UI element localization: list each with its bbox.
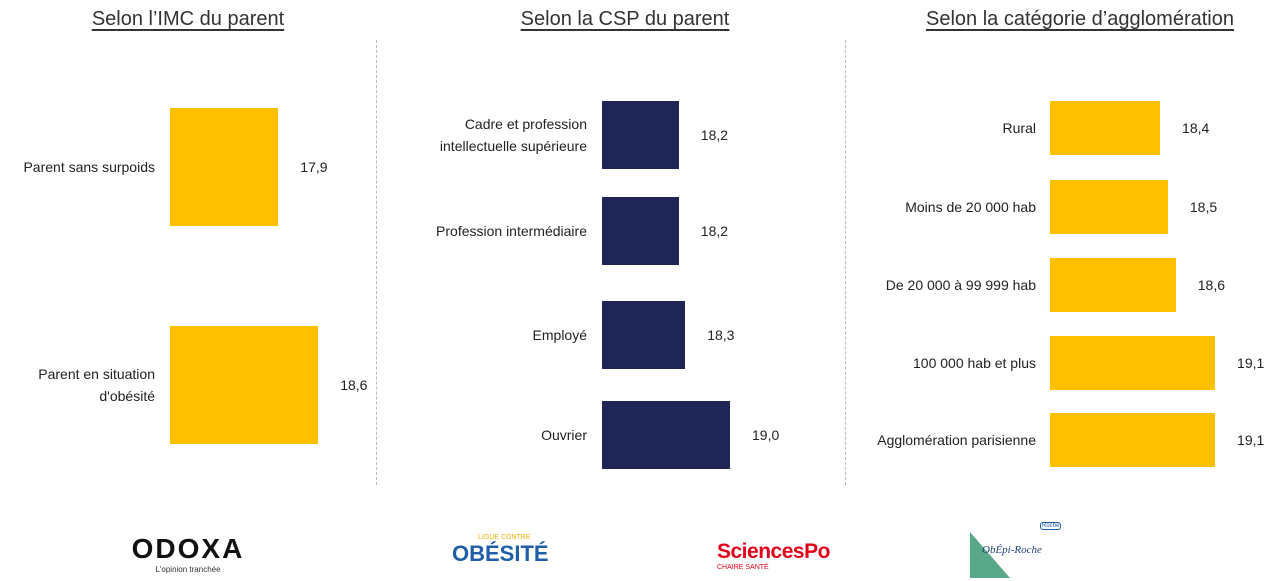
chart-title: Selon l’IMC du parent: [91, 8, 285, 30]
category-label: Agglomération parisienne: [877, 432, 1036, 448]
logo-text: ODOXA: [131, 533, 245, 564]
logo-obepi: Roche ObÉpi-Roche: [970, 522, 1062, 578]
category-label: Parent en situation d'obésité: [38, 366, 155, 404]
value-label: 18,5: [1189, 199, 1218, 215]
value-label: 19,1: [1237, 432, 1265, 448]
logo-text: Roche: [1040, 522, 1062, 530]
category-label: Ouvrier: [541, 427, 587, 443]
bar: [602, 197, 679, 265]
category-label: Cadre et profession intellectuelle supér…: [439, 116, 587, 154]
logo-text: SciencesPo: [717, 540, 830, 563]
logo-shape: [970, 532, 1010, 578]
bar: [602, 101, 679, 169]
value-label: 19,0: [752, 427, 780, 443]
logo-triangle: [970, 532, 1010, 578]
logo-tagline: L'opinion tranchée: [155, 565, 221, 574]
category-label: Profession intermédiaire: [436, 223, 587, 239]
bar: [1050, 101, 1161, 155]
value-label: 17,9: [300, 159, 328, 175]
category-label: Parent sans surpoids: [23, 159, 155, 175]
chart-title: Selon la catégorie d’agglomération: [926, 8, 1234, 30]
logo-sciencespo: SciencesPo CHAIRE SANTÉ: [717, 540, 830, 571]
bar: [170, 326, 319, 444]
value-label: 18,6: [1197, 277, 1225, 293]
separator: [845, 40, 846, 485]
value-label: 18,4: [1182, 120, 1210, 136]
logo-text: OBÉSITÉ: [452, 541, 549, 566]
bar: [1050, 336, 1216, 390]
bar: [1050, 413, 1216, 467]
logo-text: ObÉpi-Roche: [982, 544, 1042, 556]
bar: [1050, 180, 1168, 234]
bar: [602, 401, 730, 469]
bar: [602, 301, 686, 369]
logo-odoxa: ODOXA L'opinion tranchée: [132, 533, 245, 574]
logo-ligue: LIGUE CONTRE OBÉSITÉ: [452, 534, 549, 567]
separator: [376, 40, 377, 485]
value-label: 18,2: [700, 127, 729, 143]
bar: [1050, 258, 1176, 312]
logo-text: LIGUE CONTRE: [478, 534, 531, 541]
chart-title: Selon la CSP du parent: [520, 8, 730, 30]
category-label: Moins de 20 000 hab: [905, 199, 1036, 215]
category-label: Employé: [532, 327, 587, 343]
value-label: 18,2: [700, 223, 729, 239]
value-label: 19,1: [1237, 355, 1265, 371]
category-label: 100 000 hab et plus: [913, 355, 1036, 371]
value-label: 18,6: [340, 377, 368, 393]
category-label: De 20 000 à 99 999 hab: [885, 277, 1036, 293]
value-label: 18,3: [707, 327, 735, 343]
bar: [170, 108, 279, 226]
category-label: Rural: [1002, 120, 1036, 136]
logo-text: CHAIRE SANTÉ: [717, 564, 769, 571]
